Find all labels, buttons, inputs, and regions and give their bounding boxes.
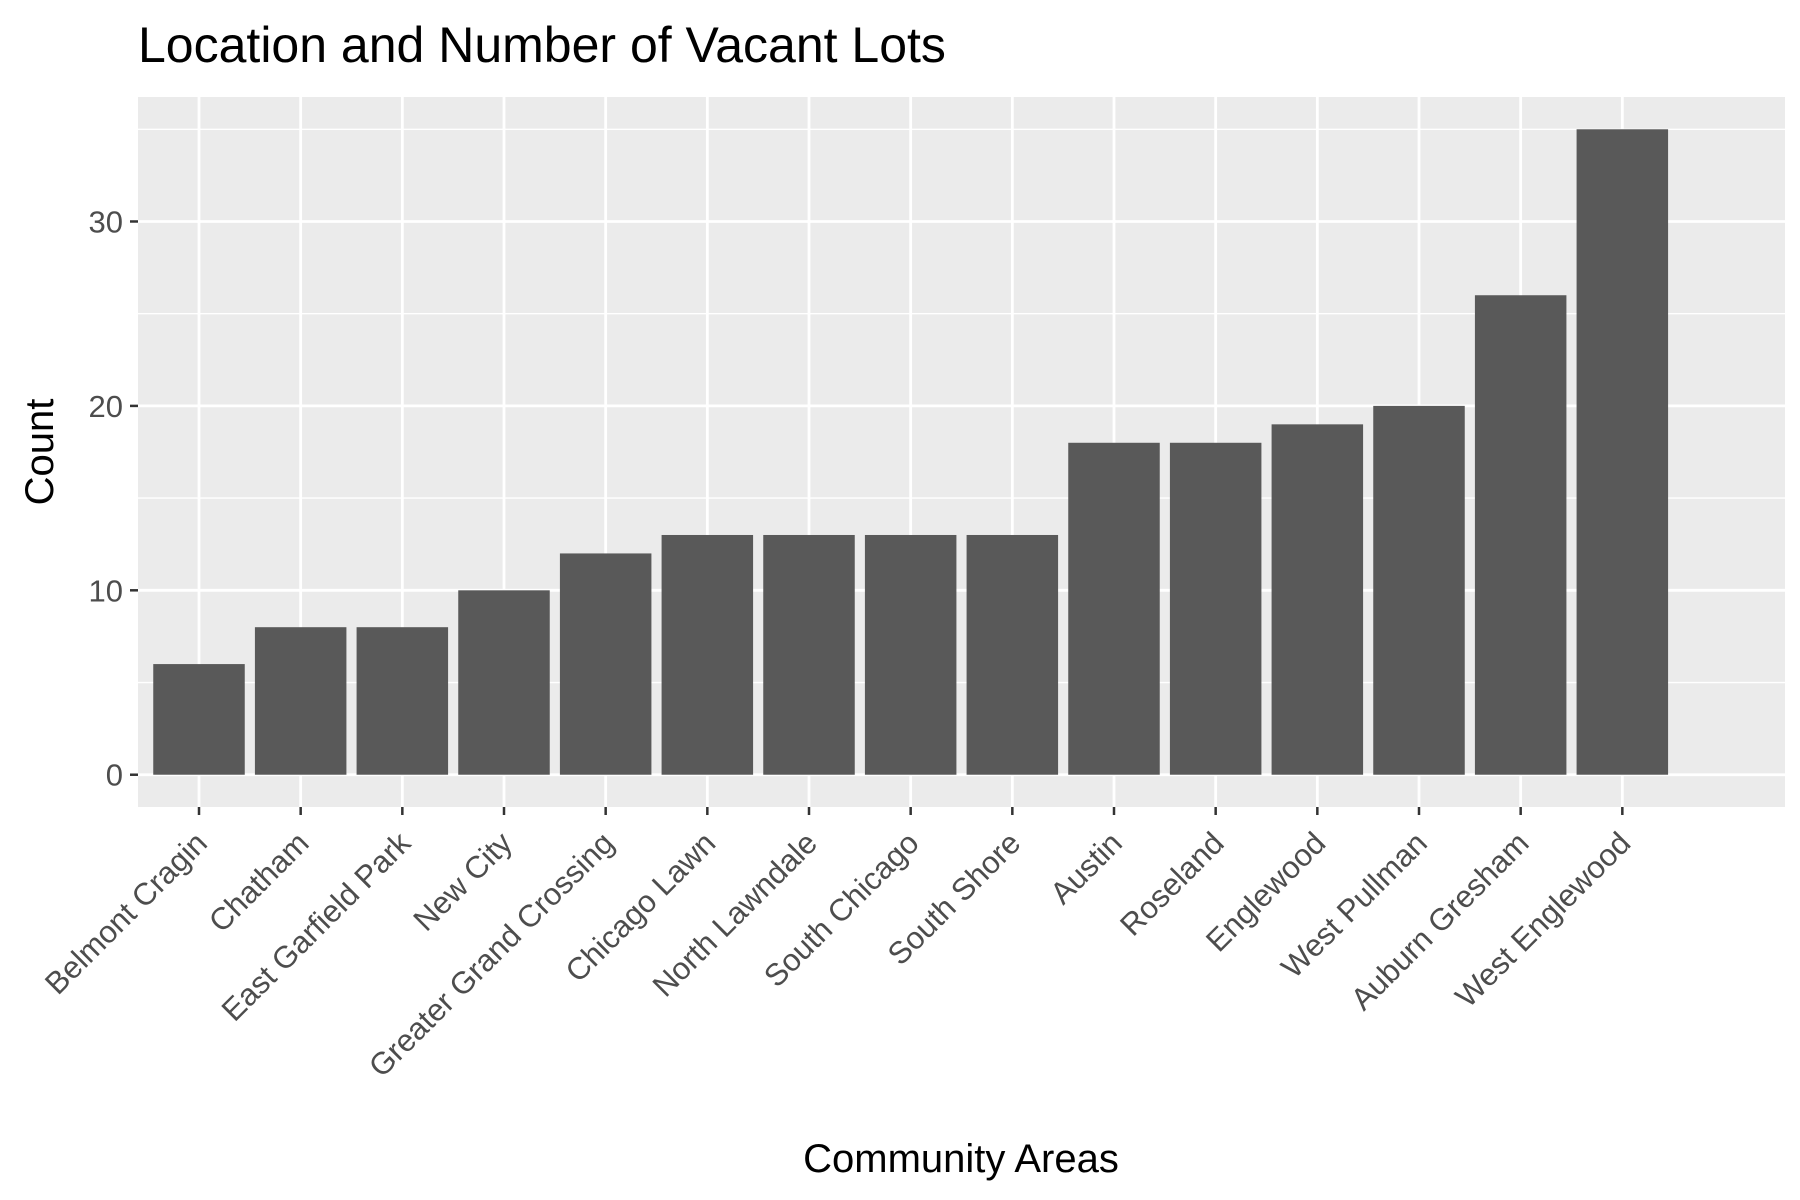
x-axis-title: Community Areas bbox=[803, 1137, 1119, 1181]
bar bbox=[1576, 129, 1669, 775]
y-tick-label: 30 bbox=[89, 204, 123, 239]
bar bbox=[1169, 442, 1262, 775]
y-axis-title: Count bbox=[18, 399, 62, 506]
bar bbox=[1373, 405, 1465, 775]
bar bbox=[153, 664, 245, 775]
bar bbox=[1474, 295, 1567, 775]
y-axis: 0 10 20 30 bbox=[89, 204, 138, 793]
bars bbox=[153, 129, 1669, 775]
bar bbox=[763, 534, 855, 775]
y-tick-label: 20 bbox=[89, 389, 123, 424]
chart-title: Location and Number of Vacant Lots bbox=[138, 17, 946, 73]
bar bbox=[1068, 442, 1160, 775]
y-tick-label: 0 bbox=[106, 758, 123, 793]
bar bbox=[559, 553, 652, 775]
bar bbox=[1271, 424, 1364, 775]
y-tick-label: 10 bbox=[89, 573, 123, 608]
bar bbox=[864, 534, 957, 775]
bar bbox=[966, 534, 1059, 775]
bar bbox=[661, 534, 754, 775]
bar bbox=[254, 627, 347, 775]
bar bbox=[356, 627, 449, 775]
bar bbox=[458, 590, 550, 775]
